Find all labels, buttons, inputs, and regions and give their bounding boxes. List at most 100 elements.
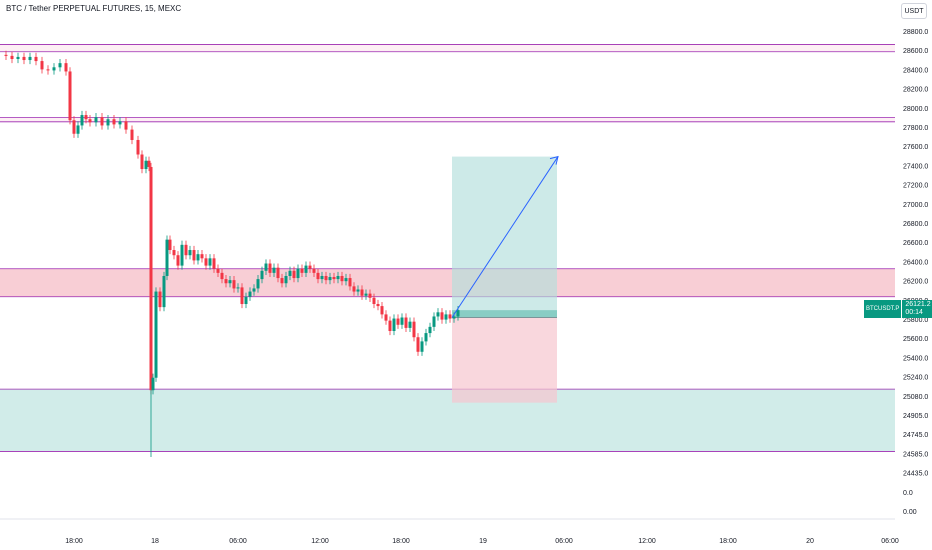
time-axis: 18:00 18 06:00 12:00 18:00 19 06:00 12:00 18:00 2… (65, 538, 899, 545)
candle-body (324, 275, 328, 281)
candle-body (320, 275, 324, 280)
candle-body (192, 250, 196, 261)
candle-body (224, 279, 228, 284)
candle-body (64, 63, 68, 72)
candle-body (204, 258, 208, 266)
candle-body (180, 244, 184, 266)
candle-body (424, 333, 428, 342)
candle-body (149, 166, 153, 391)
candle-body (172, 250, 176, 256)
candle-body (94, 117, 98, 123)
y-tick-label: 24905.0 (903, 413, 928, 420)
candle-body (16, 56, 20, 59)
candle-body (376, 304, 380, 307)
y-tick-label: 26600.0 (903, 240, 928, 247)
candle-body (100, 117, 104, 126)
resistance-zone (0, 268, 895, 297)
candle-body (352, 286, 356, 292)
y-tick-label: 27400.0 (903, 163, 928, 170)
y-tick-label: 27000.0 (903, 202, 928, 209)
candle-body (260, 270, 264, 280)
x-tick-label: 19 (479, 538, 487, 545)
candle-body (348, 278, 352, 287)
y-tick-label: 27600.0 (903, 144, 928, 151)
candle-body (256, 279, 260, 289)
candle-body (276, 267, 280, 279)
middle-band (0, 117, 895, 122)
candle-body (332, 277, 336, 280)
candle-body (10, 55, 14, 59)
y-tick-label: 26400.0 (903, 259, 928, 266)
candle-body (52, 67, 56, 71)
price-axis: 28800.0 28600.0 28400.0 28200.0 28000.0 27800… (903, 29, 928, 516)
currency-button[interactable]: USDT (901, 3, 927, 19)
candle-body (236, 287, 240, 289)
y-tick-label: 28400.0 (903, 67, 928, 74)
candle-body (388, 320, 392, 332)
candle-body (280, 278, 284, 284)
candle-body (428, 326, 432, 334)
arrow-line (451, 156, 559, 318)
candle-body (80, 115, 84, 126)
candle-body (364, 293, 368, 296)
candle-body (140, 154, 144, 170)
candle-body (452, 316, 456, 319)
candle-body (380, 306, 384, 315)
y-tick-label: 26800.0 (903, 221, 928, 228)
candle-body (106, 119, 110, 126)
candle-body (4, 54, 8, 56)
candle-body (34, 56, 38, 62)
candle-body (284, 275, 288, 284)
candle-body (147, 160, 151, 167)
candle-body (228, 280, 232, 284)
candle-body (344, 278, 348, 282)
candle-body (264, 263, 268, 271)
y-tick-label: 25600.0 (903, 336, 928, 343)
candle-body (396, 318, 400, 325)
price-tag-value: 26121.2 00:14 (901, 300, 932, 318)
y-tick-label: 28000.0 (903, 106, 928, 113)
candle-body (46, 69, 50, 71)
candle-body (76, 125, 80, 134)
price-tag-symbol: BTCUSDT.P (864, 300, 902, 318)
candle-body (165, 239, 169, 276)
candle-body (288, 270, 292, 276)
long-position-tool (452, 156, 557, 403)
x-tick-label: 20 (806, 538, 814, 545)
candle-body (408, 321, 412, 328)
position-stop-zone (452, 317, 557, 403)
x-tick-label: 06:00 (555, 538, 573, 545)
candle-body (444, 314, 448, 320)
y-tick-label: 27800.0 (903, 125, 928, 132)
candle-body (404, 317, 408, 328)
candle-body (130, 129, 134, 140)
last-price-tag: BTCUSDT.P 26121.2 00:14 (864, 300, 932, 318)
candle-body (212, 258, 216, 269)
y-tick-label: 24435.0 (903, 471, 928, 478)
candle-body (176, 255, 180, 266)
y-tick-label: 26200.0 (903, 279, 928, 286)
candle-body (268, 263, 272, 273)
y-tick-label: 28800.0 (903, 29, 928, 36)
candle-body (154, 291, 158, 378)
x-tick-label: 06:00 (229, 538, 247, 545)
candle-body (272, 267, 276, 273)
y-tick-label: 28600.0 (903, 48, 928, 55)
candle-body (304, 265, 308, 273)
position-current-zone (452, 310, 557, 318)
candle-body (184, 244, 188, 256)
upper-band (0, 44, 895, 52)
candle-body (220, 272, 224, 280)
candle-body (22, 56, 26, 61)
candle-body (84, 115, 88, 120)
candle-body (312, 268, 316, 273)
y-tick-label: 24585.0 (903, 451, 928, 458)
x-tick-label: 12:00 (638, 538, 656, 545)
support-zone (0, 389, 895, 452)
candle-body (208, 258, 212, 266)
candle-body (248, 291, 252, 297)
candle-body (244, 296, 248, 305)
x-tick-label: 12:00 (311, 538, 329, 545)
candle-body (188, 250, 192, 256)
